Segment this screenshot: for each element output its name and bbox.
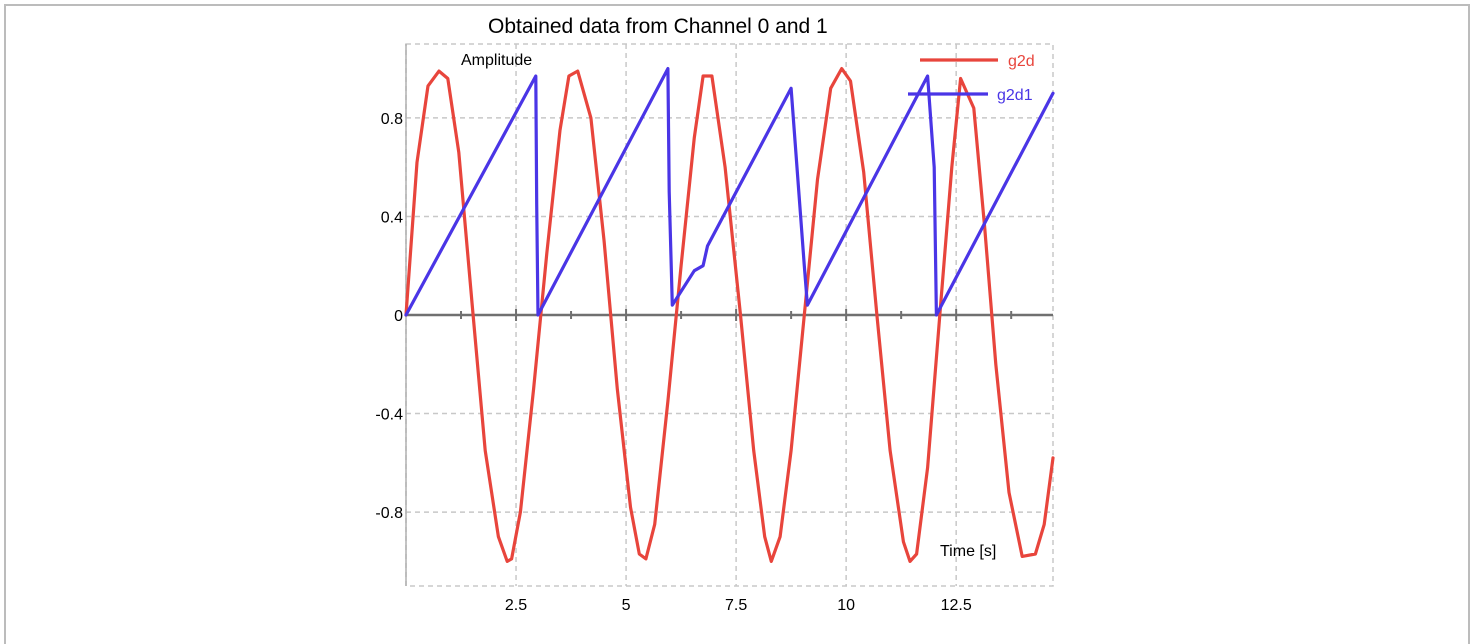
y-axis-label: Amplitude [461,52,532,69]
series-line-g2d [404,66,1055,564]
x-tick-label: 7.5 [725,597,747,614]
chart: 2.5 5 7.5 10 12.5 0.8 0.4 0 -0.4 -0.8 Obtained da… [375,15,1055,614]
x-axis-label: Time [s] [940,543,996,560]
legend: g2d g2d1 [908,53,1035,104]
x-tick-label: 5 [622,597,631,614]
x-tick-label: 2.5 [505,597,527,614]
series-line-g2d1 [404,66,1055,317]
y-tick-label: -0.8 [375,505,403,522]
y-tick-label: 0 [394,308,403,325]
x-tick-label: 10 [837,597,855,614]
tick-labels: 2.5 5 7.5 10 12.5 0.8 0.4 0 -0.4 -0.8 [375,111,971,614]
x-tick-label: 12.5 [941,597,972,614]
y-tick-label: -0.4 [375,407,403,424]
y-tick-label: 0.8 [381,111,403,128]
series-lines [404,66,1055,564]
chart-panel [4,4,1470,644]
chart-title: Obtained data from Channel 0 and 1 [488,15,828,38]
legend-label-g2d1: g2d1 [997,87,1033,104]
y-tick-label: 0.4 [381,209,403,226]
legend-label-g2d: g2d [1008,53,1035,70]
